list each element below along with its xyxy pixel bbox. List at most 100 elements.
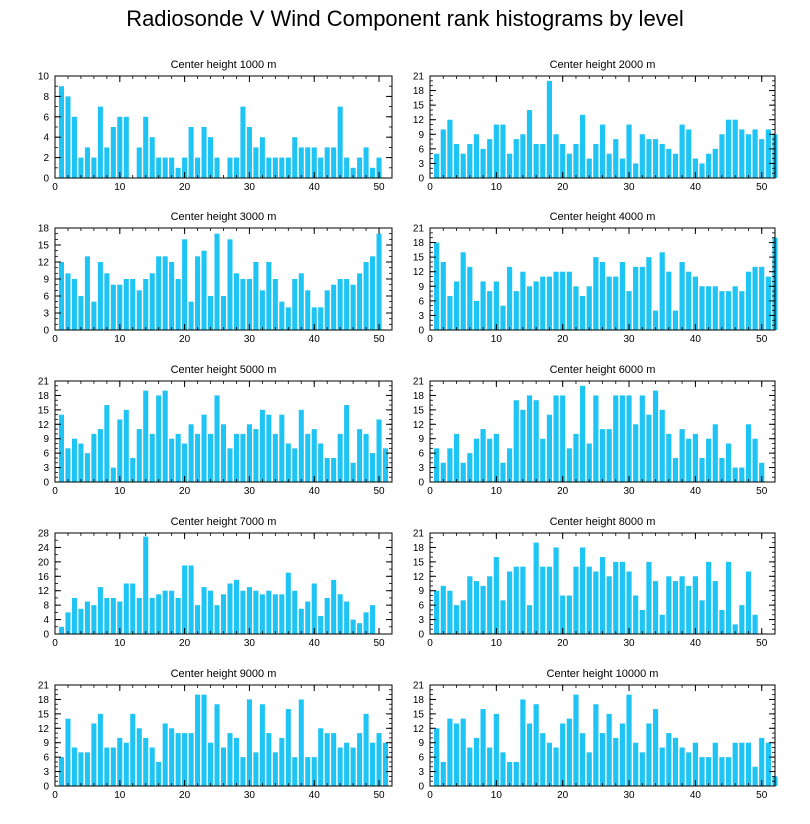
y-tick-label: 6	[43, 753, 49, 764]
histogram-bar	[652, 390, 659, 482]
histogram-bar	[292, 137, 298, 178]
histogram-bar	[626, 124, 632, 178]
histogram-bar	[725, 757, 732, 786]
histogram-bar	[699, 163, 705, 178]
histogram-bar	[311, 147, 317, 178]
histogram-bar	[136, 597, 142, 634]
histogram-bar	[357, 733, 363, 786]
y-tick-label: 4	[43, 615, 49, 626]
histogram-bar	[318, 443, 324, 482]
x-tick-label: 0	[427, 486, 433, 497]
histogram-bar	[460, 153, 466, 178]
histogram-bar	[233, 579, 239, 634]
histogram-bar	[732, 624, 738, 634]
histogram-bar	[692, 742, 698, 786]
histogram-bar	[337, 279, 343, 330]
histogram-bar	[606, 576, 612, 634]
histogram-bar	[500, 752, 506, 786]
histogram-bar	[266, 590, 272, 634]
histogram-bar	[566, 595, 572, 634]
y-tick-label: 12	[38, 258, 50, 269]
histogram-bar	[214, 704, 220, 786]
histogram-bar	[188, 733, 194, 786]
histogram-bar	[586, 286, 592, 330]
histogram-bar	[350, 747, 356, 786]
histogram-bar	[175, 167, 181, 178]
histogram-bar	[725, 119, 732, 178]
histogram-bar	[692, 433, 698, 482]
histogram-bar	[285, 572, 291, 634]
y-tick-label: 20	[38, 557, 50, 568]
histogram-bar	[639, 752, 645, 786]
y-tick-label: 12	[413, 115, 425, 126]
histogram-bar	[259, 594, 265, 634]
histogram-bar	[84, 601, 90, 634]
histogram-bar	[117, 284, 123, 330]
histogram-bar	[143, 116, 149, 178]
histogram-bar	[246, 699, 252, 786]
x-tick-label: 50	[756, 486, 768, 497]
histogram-bar	[467, 576, 473, 634]
histogram-bar	[487, 747, 493, 786]
histogram-bar	[719, 757, 725, 786]
histogram-bar	[679, 747, 685, 786]
histogram-bar	[739, 605, 745, 634]
histogram-bar	[324, 733, 330, 786]
histogram-bar	[143, 536, 149, 634]
histogram-bar	[65, 273, 71, 330]
x-tick-label: 20	[557, 334, 569, 345]
histogram-bar	[493, 124, 499, 178]
histogram-bar	[440, 761, 446, 786]
histogram-bar	[65, 96, 71, 178]
histogram-bar	[195, 256, 201, 330]
histogram-bar	[699, 757, 705, 786]
histogram-bar	[344, 157, 350, 178]
histogram-bar	[169, 728, 175, 786]
histogram-bar	[686, 585, 692, 634]
histogram-bar	[110, 467, 116, 482]
histogram-bar	[540, 276, 546, 330]
histogram-bar	[513, 400, 519, 482]
x-tick-label: 10	[114, 182, 126, 193]
histogram-bar	[233, 433, 239, 482]
histogram-bar	[195, 694, 201, 786]
y-tick-label: 2	[43, 153, 49, 164]
histogram-bar	[659, 747, 665, 786]
y-tick-label: 3	[418, 615, 424, 626]
histogram-bar	[626, 694, 632, 786]
histogram-bar	[745, 742, 752, 786]
histogram-bar	[201, 414, 207, 482]
histogram-bar	[546, 276, 553, 330]
x-tick-label: 10	[491, 486, 503, 497]
histogram-bar	[350, 284, 356, 330]
histogram-bar	[272, 594, 278, 634]
histogram-bar	[580, 385, 586, 482]
histogram-bar	[507, 761, 513, 786]
histogram-bar	[58, 757, 65, 786]
y-tick-label: 10	[38, 72, 50, 83]
histogram-bar	[370, 256, 376, 330]
y-tick-label: 15	[38, 709, 50, 720]
histogram-bar	[759, 266, 765, 330]
histogram-bar	[227, 157, 233, 178]
histogram-bar	[298, 273, 304, 330]
histogram-bar	[546, 566, 553, 634]
histogram-bar	[480, 429, 486, 482]
histogram-bar	[58, 86, 65, 178]
histogram-bar	[619, 158, 625, 178]
histogram-bar	[553, 134, 559, 178]
histogram-bar	[520, 699, 526, 786]
histogram-bar	[78, 296, 84, 330]
histogram-bar	[162, 723, 168, 786]
histogram-bar	[71, 279, 77, 330]
x-tick-label: 40	[309, 486, 321, 497]
histogram-bar	[246, 127, 252, 178]
histogram-bar	[208, 137, 214, 178]
x-tick-label: 20	[179, 486, 191, 497]
histogram-bar	[679, 576, 685, 634]
histogram-bar	[480, 281, 486, 330]
histogram-bar	[175, 433, 181, 482]
histogram-bar	[467, 144, 473, 178]
panel-title: Center height 9000 m	[171, 668, 277, 680]
histogram-bar	[117, 419, 123, 482]
